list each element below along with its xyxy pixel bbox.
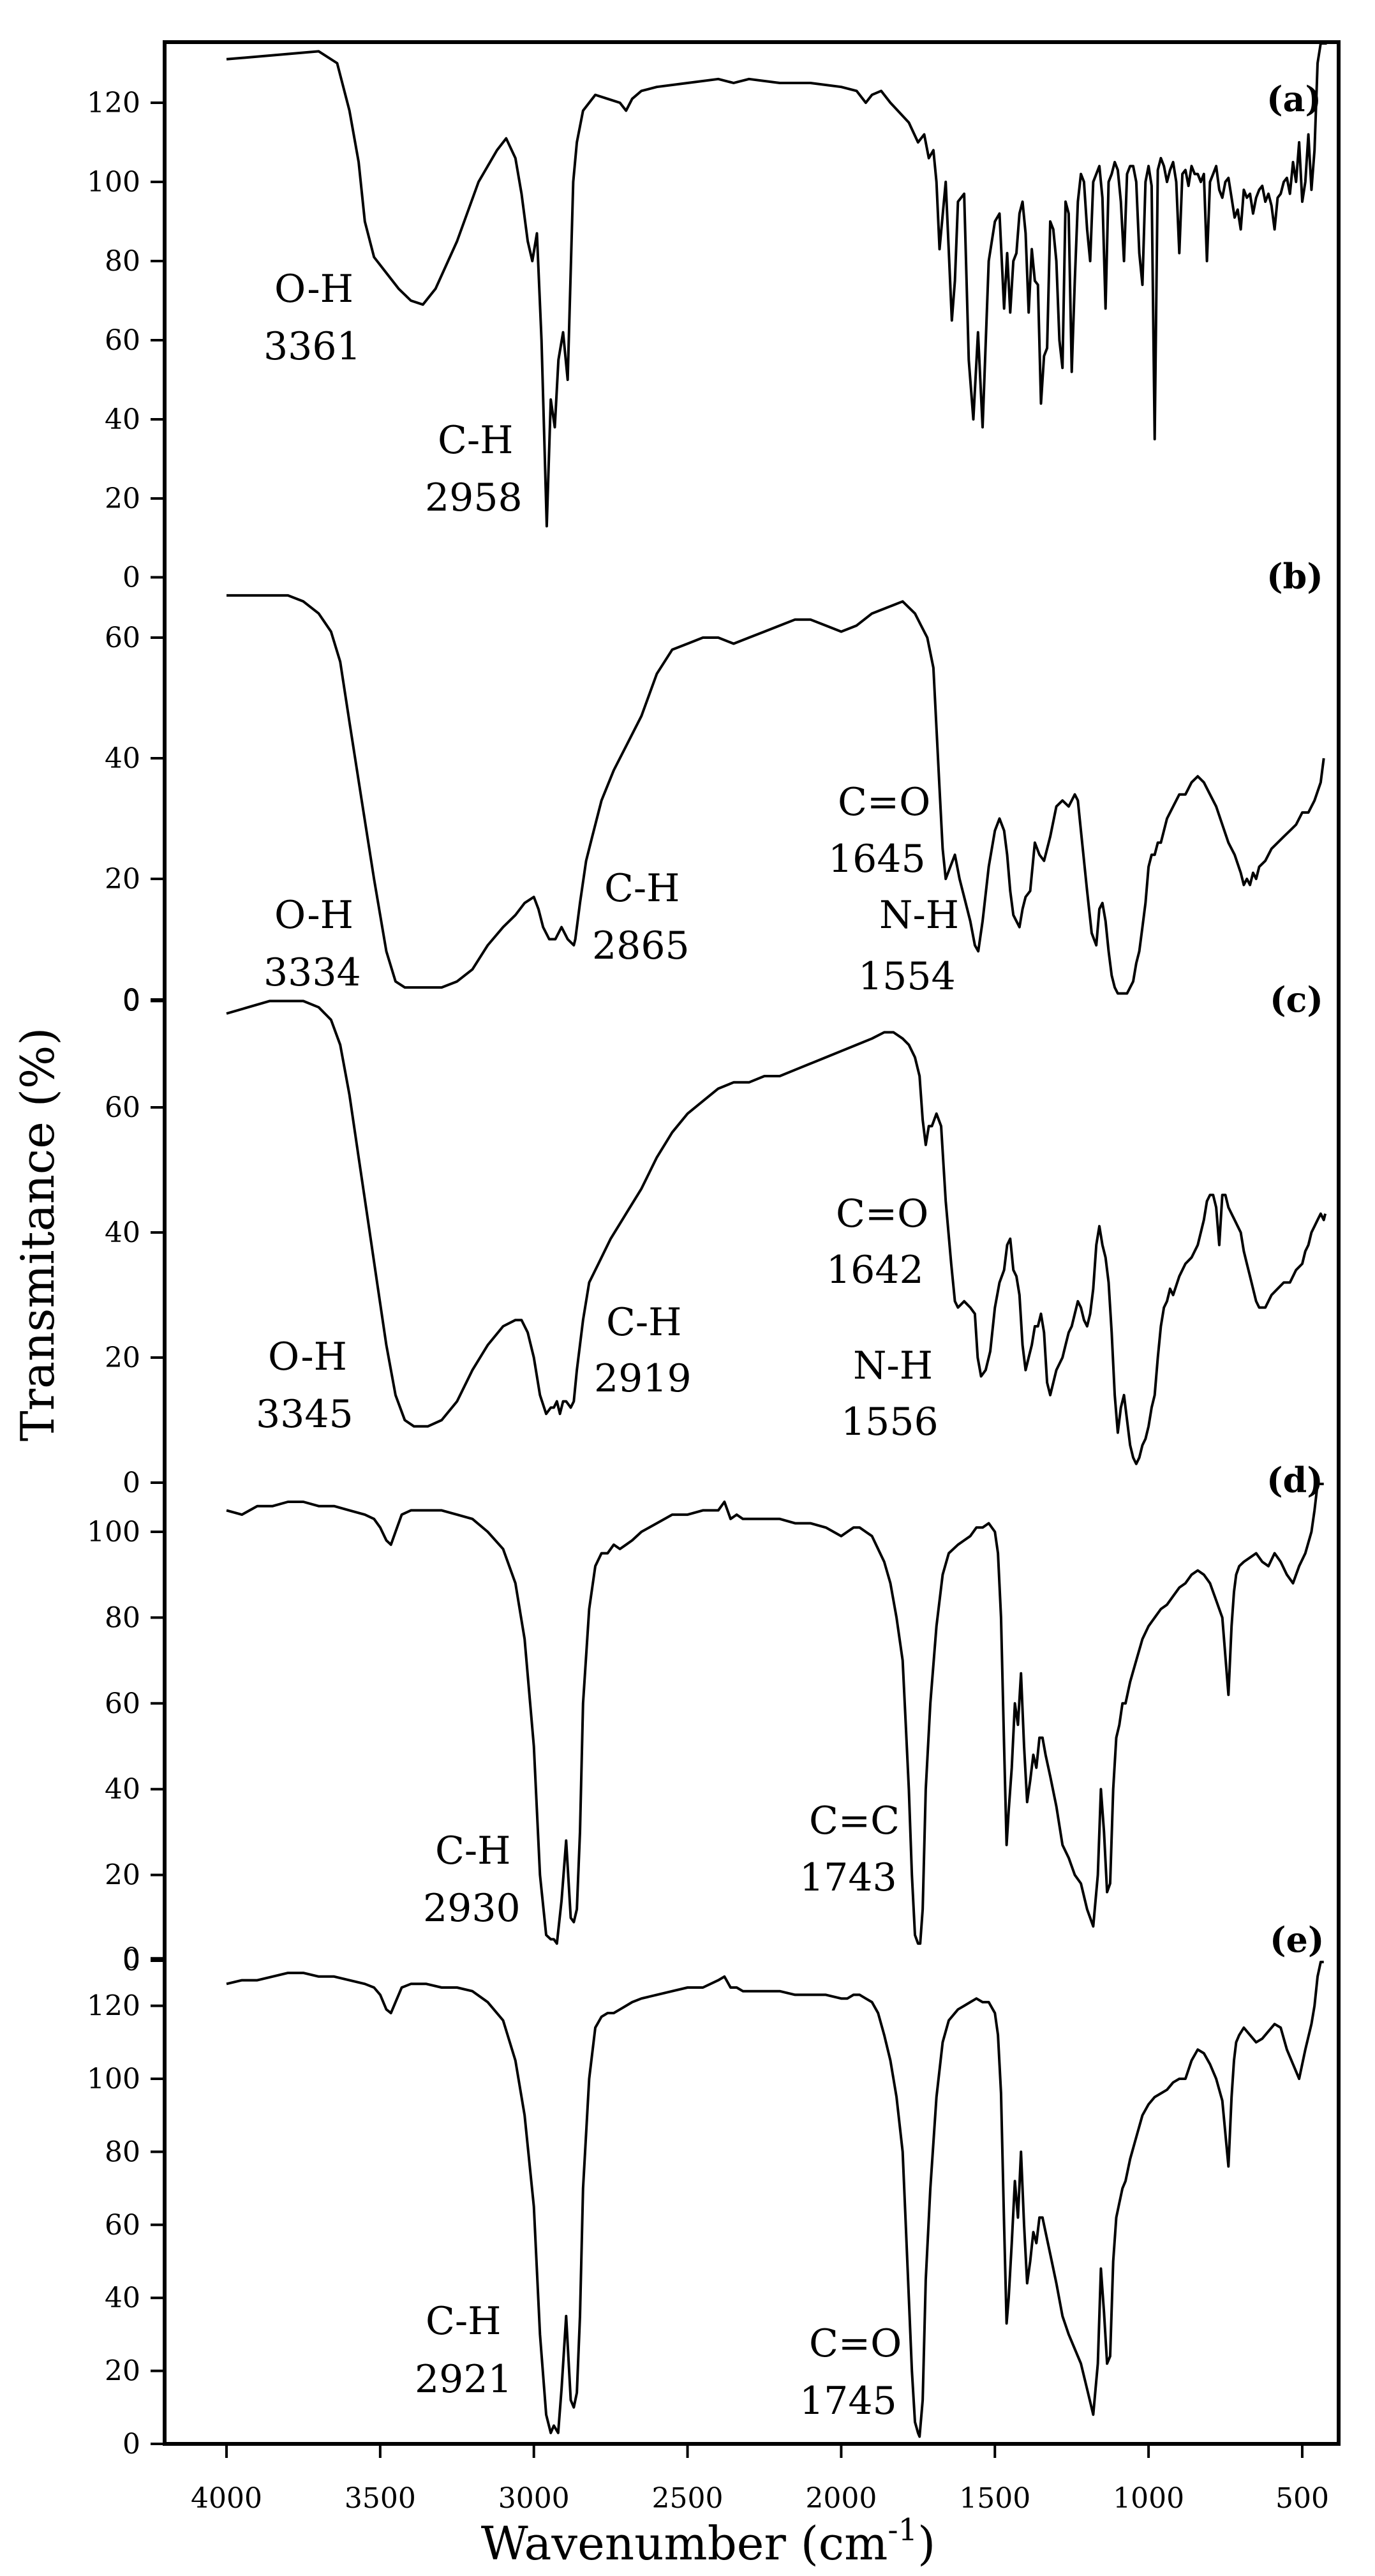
axis-ticks: 4000 3500 3000 2500 2000 1500 1000 500204060801… (87, 87, 1329, 2515)
annotation-c-ch-group: C-H (606, 1300, 682, 1345)
annotation-c-nh-value: 1556 (841, 1400, 939, 1444)
y-tick-label: 80 (105, 245, 140, 278)
annotation-c-co-group: C=O (836, 1192, 928, 1236)
annotation-e-co-group: C=O (809, 2321, 902, 2366)
annotation-c-ch-value: 2919 (594, 1356, 692, 1401)
annotation-d-cc-value: 1743 (799, 1855, 897, 1900)
y-tick-label: 0 (123, 562, 140, 594)
annotation-d-ch-group: C-H (435, 1829, 511, 1873)
y-tick-label: 40 (105, 1217, 140, 1249)
annotation-b-ch-value: 2865 (592, 924, 690, 968)
y-tick-label: 60 (105, 1091, 140, 1124)
annotation-e-ch-group: C-H (426, 2299, 502, 2344)
annotation-b-ch-group: C-H (604, 866, 680, 911)
annotation-d-cc-group: C=C (809, 1799, 900, 1843)
y-tick-label: 100 (87, 166, 140, 198)
x-tick-label: 1500 (959, 2482, 1030, 2515)
spectrum-trace-a (226, 42, 1327, 528)
spectrum-trace-b (227, 594, 1325, 995)
x-tick-label: 500 (1275, 2482, 1329, 2515)
plot-border (163, 40, 1341, 2446)
annotation-a-oh-group: O-H (274, 267, 353, 311)
annotation-a-oh-value: 3361 (264, 324, 361, 369)
annotation-e-co-value: 1745 (799, 2379, 897, 2423)
y-tick-label: 0 (123, 985, 140, 1017)
annotation-b-nh-value: 1554 (858, 954, 956, 999)
y-tick-label: 0 (123, 1945, 140, 1977)
panel-label-a: (a) (1267, 79, 1321, 119)
x-axis-title-main: Wavenumber (cm (481, 2517, 888, 2570)
x-tick-label: 2000 (805, 2482, 877, 2515)
y-tick-label: 40 (105, 2282, 140, 2314)
x-axis-title-superscript: -1 (888, 2512, 918, 2548)
y-axis-title: Transmitance (%) (11, 1028, 64, 1442)
panel-label-b: (b) (1267, 556, 1323, 597)
spectrum-trace-d (226, 1483, 1324, 1945)
annotation-a-ch-group: C-H (438, 418, 514, 463)
annotation-b-co-value: 1645 (828, 837, 926, 881)
annotation-c-nh-group: N-H (853, 1344, 933, 1388)
y-tick-label: 80 (105, 1601, 140, 1634)
panel-label-e: (e) (1270, 1919, 1324, 1960)
x-tick-label: 2500 (652, 2482, 724, 2515)
y-tick-label: 60 (105, 2209, 140, 2242)
y-tick-label: 20 (105, 483, 140, 515)
y-tick-label: 100 (87, 2063, 140, 2095)
y-tick-label: 40 (105, 742, 140, 775)
y-tick-label: 120 (87, 1990, 140, 2023)
annotation-b-oh-value: 3334 (264, 950, 361, 995)
annotation-a-ch-value: 2958 (425, 476, 523, 520)
annotation-d-ch-value: 2930 (423, 1886, 521, 1931)
panel-label-d: (d) (1267, 1460, 1323, 1501)
annotation-c-oh-group: O-H (268, 1335, 347, 1379)
y-tick-label: 20 (105, 1342, 140, 1374)
annotation-c-oh-value: 3345 (256, 1392, 353, 1437)
y-tick-label: 60 (105, 324, 140, 357)
annotation-e-ch-value: 2921 (415, 2357, 512, 2402)
annotation-c-co-value: 1642 (826, 1248, 924, 1292)
spectrum-trace-e (226, 1961, 1324, 2438)
y-tick-label: 100 (87, 1516, 140, 1548)
panel-label-c: (c) (1270, 979, 1323, 1020)
y-tick-label: 0 (123, 2428, 140, 2460)
y-tick-label: 20 (105, 1859, 140, 1892)
annotation-b-oh-group: O-H (274, 893, 353, 938)
x-axis-title: Wavenumber (cm-1) (481, 2512, 936, 2570)
y-tick-label: 60 (105, 1688, 140, 1720)
x-axis-title-close: ) (918, 2517, 935, 2570)
y-tick-label: 60 (105, 622, 140, 654)
x-tick-label: 1000 (1113, 2482, 1184, 2515)
plot-frame (163, 40, 1341, 2446)
x-tick-label: 3500 (345, 2482, 416, 2515)
y-tick-label: 40 (105, 403, 140, 436)
y-tick-label: 20 (105, 2355, 140, 2388)
y-tick-label: 20 (105, 863, 140, 895)
annotation-b-nh-group: N-H (879, 893, 959, 938)
spectra-traces (226, 42, 1327, 2438)
spectrum-trace-c (226, 1000, 1327, 1465)
y-tick-label: 0 (123, 1942, 140, 1975)
y-tick-label: 120 (87, 87, 140, 119)
x-tick-label: 4000 (191, 2482, 262, 2515)
y-tick-label: 80 (105, 2136, 140, 2168)
y-tick-label: 0 (123, 1467, 140, 1499)
annotation-b-co-group: C=O (838, 780, 930, 825)
x-tick-label: 3000 (498, 2482, 570, 2515)
y-tick-label: 0 (123, 984, 140, 1016)
y-tick-label: 40 (105, 1773, 140, 1806)
